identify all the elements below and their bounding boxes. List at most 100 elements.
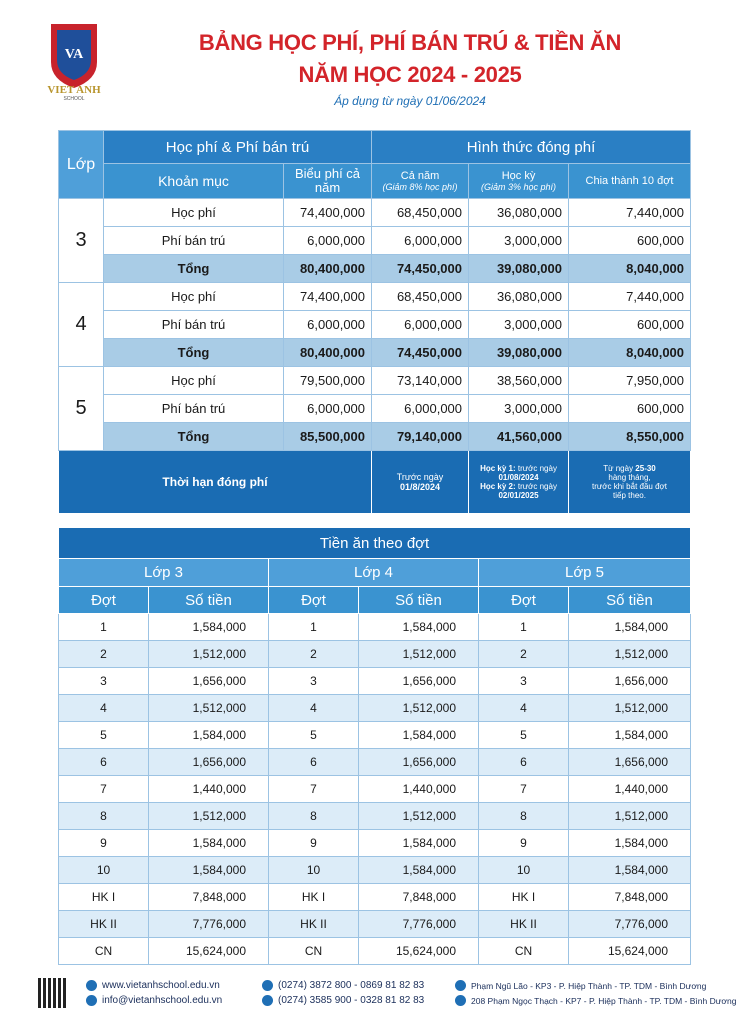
dot-cell: 1 [478, 613, 569, 641]
dot-cell: 10 [478, 856, 569, 884]
website: www.vietanhschool.edu.vn [86, 980, 220, 991]
amount-cell: 1,512,000 [567, 802, 692, 830]
meal-row: 2 1,512,000 2 1,512,000 2 1,512,000 [58, 640, 692, 668]
amount-cell: 1,512,000 [358, 802, 479, 830]
amount-cell: 600,000 [568, 310, 692, 339]
header-row: Lớp Học phí & Phí bán trú Hình thức đóng p… [58, 130, 692, 199]
amount-cell: 15,624,000 [358, 937, 479, 965]
amount-cell: 1,512,000 [358, 640, 479, 668]
item-cell: Tổng [103, 338, 284, 367]
deadline-text: 25-30 [635, 464, 656, 473]
amount-cell: 74,450,000 [371, 254, 470, 283]
deadline-text: hàng tháng, [608, 473, 651, 482]
grade-cell: 5 [58, 366, 104, 451]
dot-cell: 8 [478, 802, 569, 830]
title-row: Tiền ăn theo đợt [57, 527, 692, 559]
amount-cell: 1,512,000 [148, 802, 269, 830]
deadline-cell: Trước ngày 01/8/2024 [371, 450, 470, 514]
logo-inner [57, 30, 91, 80]
deadline-line: Học kỳ 2: trước ngày [469, 482, 568, 491]
dot-cell: 6 [58, 748, 149, 776]
amount-cell: 1,440,000 [358, 775, 479, 803]
amount-cell: 74,450,000 [371, 338, 470, 367]
email-text: info@vietanhschool.edu.vn [102, 995, 223, 1006]
deadline-text: Học kỳ 1: [480, 464, 516, 473]
header-text: Học kỳ [501, 170, 536, 182]
amount-cell: 1,584,000 [567, 721, 692, 749]
fee-row: Tổng 85,500,000 79,140,000 41,560,000 8,550,… [59, 422, 692, 451]
deadline-text: tiếp theo. [613, 491, 646, 500]
address: 208 Phạm Ngọc Thạch - KP7 - P. Hiệp Thàn… [455, 995, 736, 1006]
amount-cell: 1,584,000 [148, 856, 269, 884]
amount-cell: 74,400,000 [282, 282, 373, 311]
dot-cell: 9 [268, 829, 359, 857]
amount-cell: 7,440,000 [568, 198, 692, 227]
address: Phạm Ngũ Lão - KP3 - P. Hiệp Thành - TP.… [455, 980, 706, 991]
meal-row: 1 1,584,000 1 1,584,000 1 1,584,000 [58, 613, 692, 641]
deadline-text: Học kỳ 2: [480, 482, 516, 491]
dot-cell: CN [268, 937, 359, 965]
deadline-line: trước khi bắt đầu đợt [569, 482, 690, 491]
deadline-line: Học kỳ 1: trước ngày [469, 464, 568, 473]
amount-cell: 6,000,000 [282, 394, 373, 423]
phone: (0274) 3872 800 - 0869 81 82 83 [262, 980, 424, 991]
icon [455, 980, 466, 991]
deadline-text: 02/01/2025 [498, 491, 539, 500]
deadline-row: Thời hạn đóng phí Trước ngày 01/8/2024 Học … [57, 450, 692, 514]
fee-table: Lớp Học phí & Phí bán trú Hình thức đóng p… [57, 130, 692, 514]
meal-row: 8 1,512,000 8 1,512,000 8 1,512,000 [58, 802, 692, 830]
amount-cell: 1,656,000 [148, 667, 269, 695]
header-row: Khoản mục Biểu phí cả năm Cả năm (Giảm 8% h… [59, 163, 692, 199]
grade-cell: 4 [58, 282, 104, 367]
header-cell: Học phí & Phí bán trú [102, 130, 373, 164]
item-cell: Tổng [103, 254, 284, 283]
logo-text: VA [65, 47, 84, 62]
header-text: Cả năm [400, 170, 440, 182]
dot-cell: 2 [58, 640, 149, 668]
amount-cell: 1,656,000 [148, 748, 269, 776]
school-sub: SCHOOL [63, 96, 85, 102]
deadline-text: 01/8/2024 [399, 482, 441, 492]
dot-cell: 2 [478, 640, 569, 668]
icon [86, 995, 97, 1006]
dot-cell: 7 [58, 775, 149, 803]
meal-row: CN 15,624,000 CN 15,624,000 CN 15,624,000 [58, 937, 692, 965]
dot-cell: HK II [58, 910, 149, 938]
meal-row: 7 1,440,000 7 1,440,000 7 1,440,000 [58, 775, 692, 803]
amount-cell: 7,776,000 [148, 910, 269, 938]
item-cell: Phí bán trú [103, 226, 284, 255]
icon [262, 980, 273, 991]
grade-header: Lớp 5 [477, 558, 692, 587]
header-cell: Chia thành 10 đợt [568, 163, 692, 199]
dot-cell: CN [58, 937, 149, 965]
deadline-text: Từ ngày [603, 464, 636, 473]
icon [86, 980, 97, 991]
deadline-line: Từ ngày 25-30 [569, 464, 690, 473]
amount-cell: 39,080,000 [468, 338, 570, 367]
phone-text: (0274) 3872 800 - 0869 81 82 83 [278, 980, 425, 991]
dot-cell: 1 [58, 613, 149, 641]
deadline-text: trước ngày [515, 464, 557, 473]
column-header: Số tiền [358, 586, 479, 614]
amount-cell: 85,500,000 [282, 422, 373, 451]
amount-cell: 1,584,000 [358, 829, 479, 857]
amount-cell: 1,656,000 [358, 667, 479, 695]
amount-cell: 6,000,000 [371, 226, 470, 255]
amount-cell: 68,450,000 [371, 282, 470, 311]
dot-cell: 10 [268, 856, 359, 884]
phone-text: (0274) 3585 900 - 0328 81 82 83 [278, 995, 425, 1006]
dot-cell: 3 [58, 667, 149, 695]
meal-row: HK II 7,776,000 HK II 7,776,000 HK II 7,776,0… [58, 910, 692, 938]
item-cell: Phí bán trú [103, 394, 284, 423]
amount-cell: 1,512,000 [567, 694, 692, 722]
amount-cell: 68,450,000 [371, 198, 470, 227]
logo: VA [51, 24, 97, 88]
dot-cell: 1 [268, 613, 359, 641]
dot-cell: 4 [58, 694, 149, 722]
dot-cell: 5 [268, 721, 359, 749]
dot-cell: 7 [268, 775, 359, 803]
deadline-line: 02/01/2025 [469, 491, 568, 500]
amount-cell: 3,000,000 [468, 226, 570, 255]
amount-cell: 38,560,000 [468, 366, 570, 395]
grade-header: Lớp 4 [268, 558, 479, 587]
